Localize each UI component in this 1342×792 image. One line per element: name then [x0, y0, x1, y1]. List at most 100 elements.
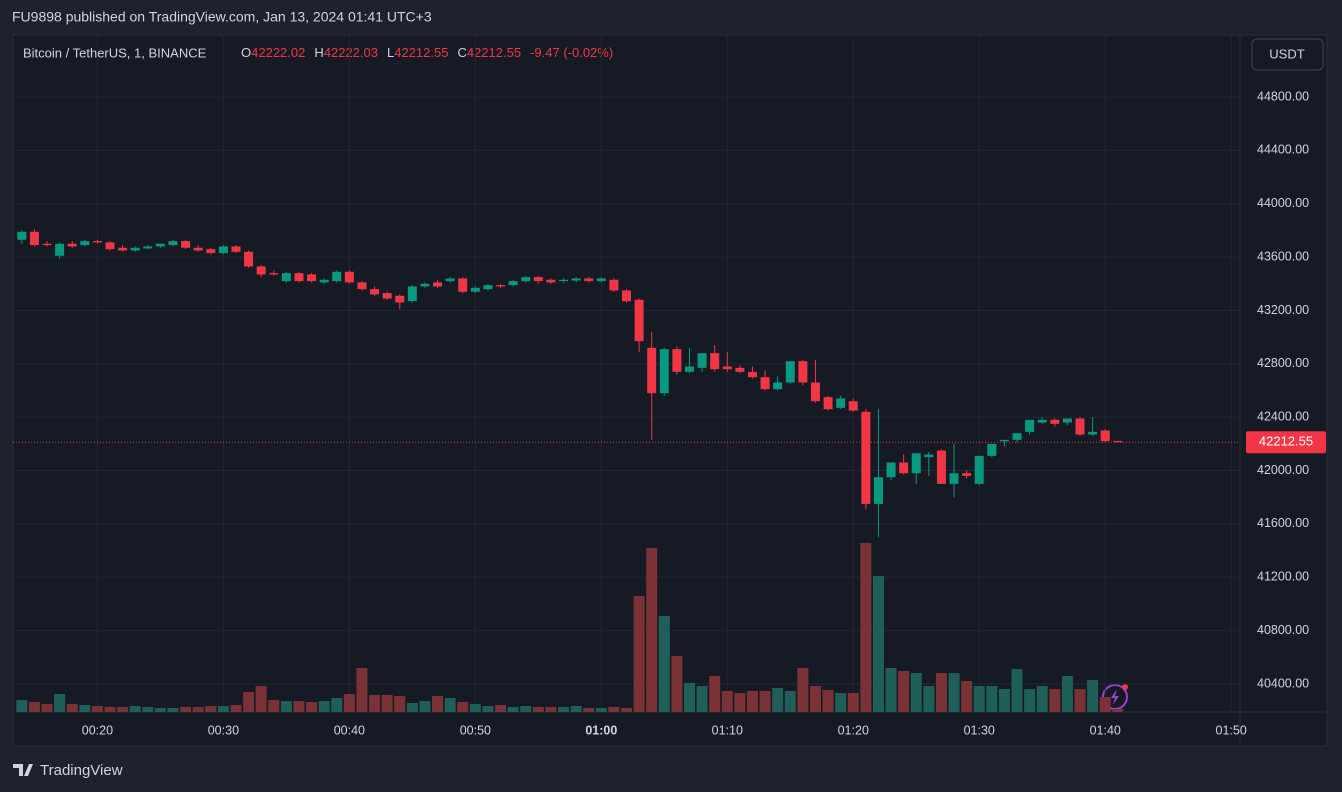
legend-change: -9.47 (-0.02%)	[530, 45, 613, 60]
volume-bar	[268, 700, 280, 712]
volume-bar	[507, 707, 519, 712]
ohlc-values: O42222.02 H42222.03 L42212.55 C42212.55 -9.4…	[241, 45, 613, 60]
volume-bar	[41, 704, 53, 712]
candle-body	[29, 231, 39, 246]
volume-bar	[104, 707, 116, 712]
volume-bar	[532, 707, 544, 712]
candle-body	[684, 366, 694, 372]
candle-body	[496, 285, 506, 287]
candle-body	[508, 281, 518, 286]
candle-body	[168, 241, 178, 246]
candle-body	[659, 349, 669, 394]
candle-body	[155, 243, 165, 247]
legend-key: L	[387, 45, 394, 60]
last-price-label: 42212.55	[1259, 434, 1313, 449]
volume-bar	[230, 705, 242, 712]
candle-body	[999, 439, 1009, 442]
x-tick-label: 01:00	[585, 723, 617, 737]
volume-bar	[658, 616, 670, 712]
candle-body	[533, 277, 543, 282]
candle-body	[1012, 433, 1022, 440]
candle-body	[143, 246, 153, 249]
volume-bar	[142, 707, 154, 712]
x-tick-label: 00:50	[460, 723, 491, 737]
volume-bar	[482, 706, 494, 712]
x-tick-label: 01:10	[712, 723, 743, 737]
candle-body	[206, 249, 216, 254]
volume-bar	[709, 676, 721, 712]
volume-bar	[469, 704, 481, 712]
x-tick-label: 00:40	[334, 723, 365, 737]
candle-body	[218, 246, 228, 254]
candle-body	[420, 283, 430, 287]
y-tick-label: 42400.00	[1257, 409, 1309, 423]
notification-dot	[1122, 684, 1128, 690]
logo-mark	[13, 764, 33, 776]
candle-body	[861, 411, 871, 504]
volume-bar	[910, 673, 922, 712]
candle-body	[92, 241, 102, 243]
candle-body	[521, 277, 531, 282]
x-tick-label: 01:50	[1216, 723, 1247, 737]
volume-bar	[772, 688, 784, 712]
volume-bar	[797, 668, 809, 712]
volume-bar	[835, 693, 847, 712]
legend-value: 42222.03	[324, 45, 378, 60]
volume-bar	[822, 690, 834, 712]
legend-value: 42212.55	[467, 45, 521, 60]
candle-body	[596, 278, 606, 282]
candle-body	[307, 274, 317, 282]
volume-bar	[167, 708, 179, 712]
candle-body	[722, 366, 732, 370]
candle-body	[130, 247, 140, 251]
candle-body	[67, 243, 77, 247]
x-tick-label: 01:40	[1090, 723, 1121, 737]
y-tick-label: 44400.00	[1257, 143, 1309, 157]
y-tick-label: 42000.00	[1257, 463, 1309, 477]
chart-pane	[12, 34, 1328, 747]
y-tick-label: 44000.00	[1257, 196, 1309, 210]
candle-body	[584, 278, 594, 282]
candle-body	[974, 455, 984, 484]
candle-body	[987, 443, 997, 456]
candle-body	[382, 293, 392, 299]
candle-body	[269, 273, 279, 275]
volume-bar	[394, 696, 406, 712]
volume-bar	[998, 689, 1010, 712]
legend-value: 42212.55	[394, 45, 448, 60]
currency-label[interactable]: USDT	[1269, 46, 1304, 61]
volume-bar	[734, 693, 746, 712]
volume-bar	[621, 708, 632, 712]
candle-body	[1050, 419, 1060, 424]
volume-bar	[809, 686, 821, 712]
candle-body	[344, 271, 354, 283]
candle-body	[735, 367, 745, 372]
volume-bar	[1099, 697, 1111, 712]
volume-bar	[860, 543, 872, 712]
logo: TradingView	[13, 762, 123, 779]
volume-bar	[558, 707, 570, 712]
candle-body	[848, 401, 858, 411]
volume-bar	[318, 701, 330, 712]
volume-bar	[583, 708, 595, 712]
volume-bar	[79, 705, 91, 712]
volume-bar	[545, 707, 557, 712]
last-price-box	[1246, 431, 1326, 454]
volume-bar	[570, 706, 582, 712]
x-tick-label: 00:30	[208, 723, 239, 737]
candle-body	[899, 462, 909, 474]
candle-body	[785, 361, 795, 383]
volume-bar	[1024, 689, 1036, 712]
volume-bar	[1087, 680, 1099, 712]
volume-bar	[595, 708, 607, 712]
volume-bar	[154, 708, 166, 712]
volume-bar	[608, 707, 620, 712]
volume-bar	[671, 656, 683, 712]
logo-text: TradingView	[40, 762, 123, 779]
candle-body	[911, 453, 921, 474]
volume-bar	[381, 695, 393, 712]
candle-body	[1037, 419, 1047, 423]
currency-button[interactable]	[1251, 38, 1324, 71]
y-tick-label: 41200.00	[1257, 570, 1309, 584]
